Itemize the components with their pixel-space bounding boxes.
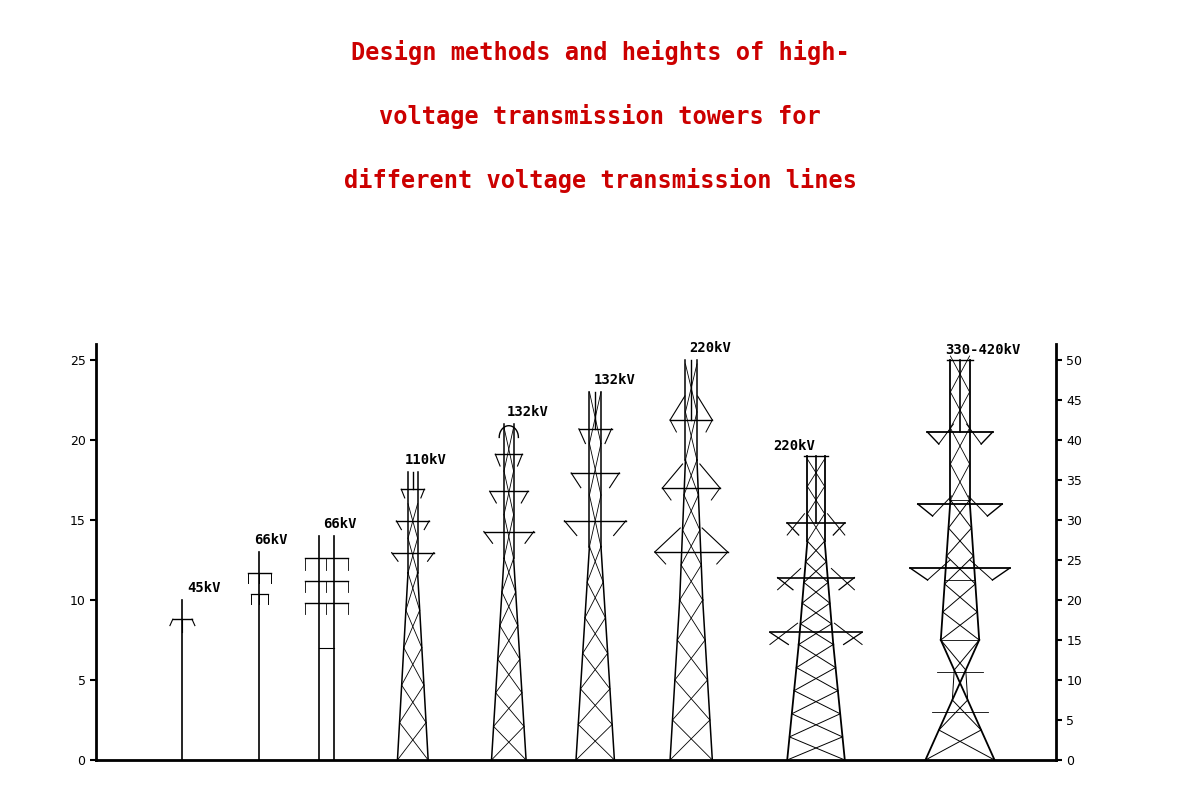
Text: Design methods and heights of high-: Design methods and heights of high- xyxy=(350,40,850,65)
Text: 330-420kV: 330-420kV xyxy=(946,342,1021,357)
Text: 132kV: 132kV xyxy=(506,405,548,419)
Text: 66kV: 66kV xyxy=(324,517,358,531)
Text: different voltage transmission lines: different voltage transmission lines xyxy=(343,168,857,193)
Text: 110kV: 110kV xyxy=(406,453,446,467)
Text: 220kV: 220kV xyxy=(773,438,815,453)
Text: 132kV: 132kV xyxy=(593,373,635,387)
Text: 45kV: 45kV xyxy=(187,581,221,595)
Text: 220kV: 220kV xyxy=(689,341,731,355)
Text: 66kV: 66kV xyxy=(254,533,288,547)
Text: voltage transmission towers for: voltage transmission towers for xyxy=(379,104,821,129)
